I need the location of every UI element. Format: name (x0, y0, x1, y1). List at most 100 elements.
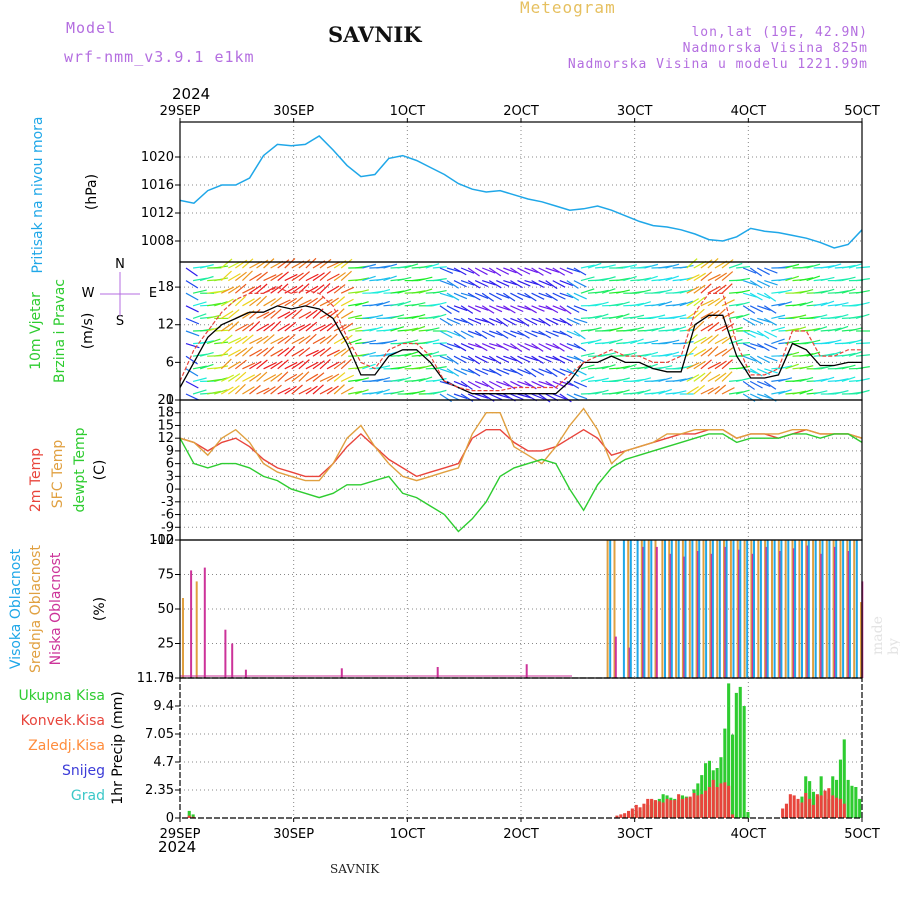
wind-barb (756, 343, 770, 352)
y-tick-label: -12 (153, 533, 174, 548)
wind-barb (348, 326, 362, 332)
pressure-title: Pritisak na nivou mora (30, 116, 46, 273)
wind-barb (749, 317, 764, 325)
wind-barb (771, 302, 786, 307)
wind-barb (220, 358, 232, 370)
wind-barb (841, 364, 856, 370)
wind-barb (531, 280, 545, 288)
wind-barb (397, 352, 412, 357)
wind-barb (277, 335, 290, 345)
wind-barb (580, 352, 595, 357)
wind-barb (524, 343, 538, 350)
wind-barb (552, 292, 566, 300)
wind-barb (813, 390, 828, 395)
wind-barb (199, 340, 214, 345)
wind-barb (700, 371, 712, 382)
wind-barb (707, 373, 721, 382)
wind-barb (587, 338, 602, 345)
wind-barb (460, 292, 475, 298)
wind-barb (566, 280, 579, 289)
wind-barb (326, 297, 339, 307)
legend-snow: Snijeg (62, 763, 105, 779)
wind-barb (559, 280, 574, 287)
mid-cloud-bar (750, 540, 753, 678)
conv-precip-bar (669, 800, 673, 818)
wind-barb (496, 305, 510, 311)
wind-barb (495, 317, 509, 327)
wind-barb (319, 374, 333, 382)
wind-barb (841, 376, 856, 382)
wind-barb (601, 288, 616, 294)
wind-barb (778, 301, 792, 307)
wind-barb (277, 271, 289, 282)
wind-barb (742, 330, 756, 338)
wind-barb (736, 353, 751, 357)
wind-barb (496, 292, 510, 299)
wind-barb (256, 295, 268, 307)
y-tick-label: 25 (157, 637, 174, 652)
wind-barb (460, 280, 475, 286)
wind-barb (488, 267, 502, 277)
wind-barb (432, 289, 447, 294)
conv-precip-bar (815, 794, 819, 818)
wind-barb (453, 280, 467, 288)
total-precip-bar (731, 734, 735, 818)
conv-precip-bar (804, 793, 808, 818)
low-cloud-bar (628, 647, 631, 678)
wind-barb (672, 302, 687, 307)
y-tick-label: 18 (157, 280, 174, 295)
wind-barb (207, 390, 222, 395)
wind-barb (249, 321, 261, 332)
wind-barb (566, 330, 581, 337)
wind-barb (538, 317, 551, 327)
wind-barb (481, 380, 495, 390)
legend-total: Ukupna Kisa (18, 688, 105, 704)
y-tick-label: 50 (157, 602, 174, 617)
x-tick-label-top: 30SEP (273, 104, 314, 119)
wind-barb (411, 325, 426, 332)
wind-barb (256, 271, 268, 282)
wind-barb (467, 355, 481, 365)
low-cloud-bar (642, 546, 645, 678)
wind-barb (749, 280, 763, 289)
wind-barb (651, 302, 666, 307)
wind-barb (460, 368, 475, 374)
wind-barb (446, 393, 460, 401)
wind-barb (496, 280, 510, 287)
wind-barb (686, 274, 700, 282)
wind-barb (291, 324, 305, 332)
wind-barb (531, 393, 545, 400)
wind-barb (319, 358, 331, 370)
wind-barb (221, 286, 235, 294)
wind-barb (460, 317, 474, 326)
wind-barb (665, 339, 680, 345)
conv-precip-bar (684, 797, 688, 818)
wind-barb (757, 280, 771, 288)
wind-barb (333, 384, 345, 395)
wind-barb (319, 270, 331, 282)
wind-barb (284, 373, 298, 382)
high-cloud-bar (664, 540, 666, 678)
wind-barb (242, 386, 255, 395)
wind-barb (439, 317, 453, 327)
wind-barb (721, 359, 733, 370)
wind-barb (566, 343, 581, 349)
wind-barb (721, 387, 735, 395)
wind-unit: (m/s) (80, 313, 96, 350)
wind-barb (531, 355, 544, 364)
wind-barb (559, 292, 574, 299)
wind-barb (263, 298, 276, 307)
y-tick-label: 11.75 (137, 671, 174, 686)
wind-barb (333, 348, 347, 357)
wind-barb (651, 390, 666, 395)
mid-cloud-bar (825, 540, 828, 678)
wind-barb (488, 292, 502, 301)
wind-barb (813, 326, 828, 332)
wind-barb (284, 361, 298, 370)
wind-barb (460, 380, 473, 390)
wind-barb (446, 343, 461, 349)
wind-barb (658, 288, 673, 294)
wind-barb (411, 290, 426, 294)
wind-barb (397, 288, 412, 294)
mid-cloud-bar (702, 540, 705, 678)
